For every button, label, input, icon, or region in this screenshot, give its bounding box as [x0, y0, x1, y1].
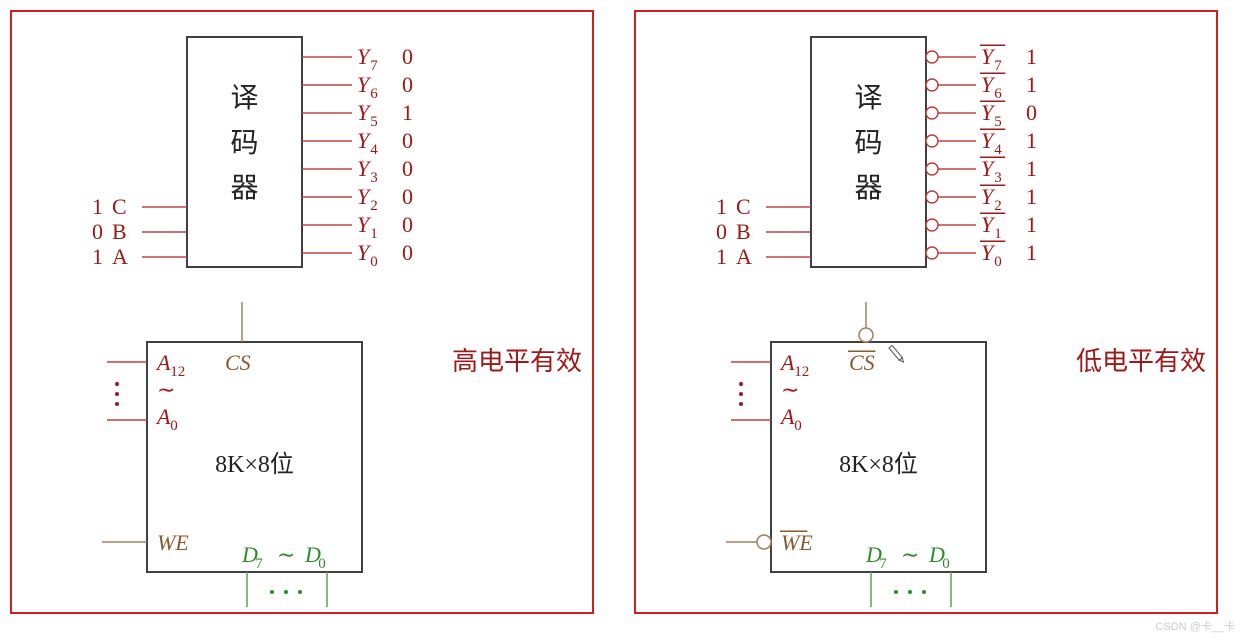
decoder-label-char: 译 [230, 83, 258, 114]
input-value: 0 [716, 219, 727, 244]
output-value: 1 [1026, 240, 1037, 265]
svg-text:∼: ∼ [901, 542, 919, 567]
diagram-container: 译码器Y70Y60Y51Y40Y30Y20Y10Y001C0B1ACSA12∼A… [10, 10, 1231, 614]
output-value: 0 [402, 72, 413, 97]
output-value: 0 [402, 128, 413, 153]
output-value: 1 [402, 100, 413, 125]
output-bubble [926, 247, 938, 259]
svg-text:7: 7 [255, 556, 263, 572]
svg-text:A: A [779, 350, 795, 375]
svg-text:4: 4 [370, 142, 378, 158]
output-bubble [926, 219, 938, 231]
svg-text:2: 2 [994, 198, 1002, 214]
svg-text:5: 5 [994, 114, 1002, 130]
right-svg: 译码器Y71Y61Y50Y41Y31Y21Y11Y011C0B1ACS A12∼… [636, 12, 1216, 612]
svg-text:7: 7 [370, 58, 378, 74]
decoder-label-char: 器 [230, 173, 258, 204]
input-name: B [112, 219, 127, 244]
svg-text:5: 5 [370, 114, 378, 130]
svg-text:6: 6 [370, 86, 378, 102]
output-value: 0 [402, 240, 413, 265]
input-value: 1 [92, 244, 103, 269]
output-value: 0 [402, 156, 413, 181]
svg-text:3: 3 [370, 170, 378, 186]
chip-size: 8K×8位 [215, 451, 294, 478]
input-value: 1 [92, 194, 103, 219]
output-value: 1 [1026, 44, 1037, 69]
output-value: 1 [1026, 128, 1037, 153]
decoder-label-char: 码 [230, 128, 258, 159]
output-value: 1 [1026, 72, 1037, 97]
decoder-label-char: 译 [854, 83, 882, 114]
input-name: C [736, 194, 751, 219]
svg-text:3: 3 [994, 170, 1002, 186]
decoder-label-char: 器 [854, 173, 882, 204]
svg-text:4: 4 [994, 142, 1002, 158]
we-bubble [757, 535, 771, 549]
output-bubble [926, 107, 938, 119]
output-value: 1 [1026, 156, 1037, 181]
output-value: 0 [402, 184, 413, 209]
output-value: 0 [1026, 100, 1037, 125]
cs-bubble [859, 328, 873, 342]
svg-text:0: 0 [170, 418, 178, 434]
svg-text:A: A [779, 404, 795, 429]
svg-text:0: 0 [994, 254, 1002, 270]
svg-text:∼: ∼ [277, 542, 295, 567]
watermark: CSDN @卡__卡 [1155, 618, 1235, 634]
output-bubble [926, 135, 938, 147]
panel-active-low: 译码器Y71Y61Y50Y41Y31Y21Y11Y011C0B1ACS A12∼… [634, 10, 1218, 614]
output-value: 1 [1026, 184, 1037, 209]
output-value: 0 [402, 44, 413, 69]
input-name: B [736, 219, 751, 244]
input-value: 0 [92, 219, 103, 244]
addr-tilde: ∼ [157, 377, 175, 402]
output-bubble [926, 51, 938, 63]
output-bubble [926, 163, 938, 175]
svg-text:7: 7 [879, 556, 887, 572]
svg-text:6: 6 [994, 86, 1002, 102]
svg-text:0: 0 [370, 254, 378, 270]
left-svg: 译码器Y70Y60Y51Y40Y30Y20Y10Y001C0B1ACSA12∼A… [12, 12, 592, 612]
output-bubble [926, 79, 938, 91]
svg-text:A: A [155, 350, 171, 375]
output-value: 0 [402, 212, 413, 237]
svg-text:A: A [155, 404, 171, 429]
caption: 高电平有效 [452, 347, 582, 376]
svg-text:WE: WE [781, 530, 813, 555]
input-name: C [112, 194, 127, 219]
output-value: 1 [1026, 212, 1037, 237]
caption: 低电平有效 [1076, 347, 1206, 376]
addr-tilde: ∼ [781, 377, 799, 402]
input-value: 1 [716, 194, 727, 219]
svg-text:CS: CS [225, 350, 251, 375]
panel-active-high: 译码器Y70Y60Y51Y40Y30Y20Y10Y001C0B1ACSA12∼A… [10, 10, 594, 614]
chip-size: 8K×8位 [839, 451, 918, 478]
svg-text:0: 0 [318, 556, 326, 572]
svg-text:WE: WE [157, 530, 189, 555]
svg-text:7: 7 [994, 58, 1002, 74]
input-value: 1 [716, 244, 727, 269]
svg-text:CS: CS [849, 350, 875, 375]
svg-text:0: 0 [942, 556, 950, 572]
svg-text:0: 0 [794, 418, 802, 434]
output-bubble [926, 191, 938, 203]
decoder-label-char: 码 [854, 128, 882, 159]
svg-text:1: 1 [994, 226, 1002, 242]
input-name: A [736, 244, 752, 269]
input-name: A [112, 244, 128, 269]
svg-text:2: 2 [370, 198, 378, 214]
svg-text:1: 1 [370, 226, 378, 242]
